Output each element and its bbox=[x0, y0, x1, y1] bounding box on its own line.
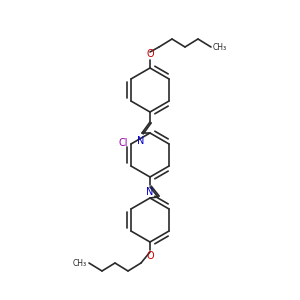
Text: N: N bbox=[146, 187, 154, 197]
Text: O: O bbox=[146, 49, 154, 59]
Text: O: O bbox=[146, 251, 154, 261]
Text: N: N bbox=[137, 136, 145, 146]
Text: CH₃: CH₃ bbox=[73, 259, 87, 268]
Text: Cl: Cl bbox=[118, 138, 128, 148]
Text: CH₃: CH₃ bbox=[213, 43, 227, 52]
